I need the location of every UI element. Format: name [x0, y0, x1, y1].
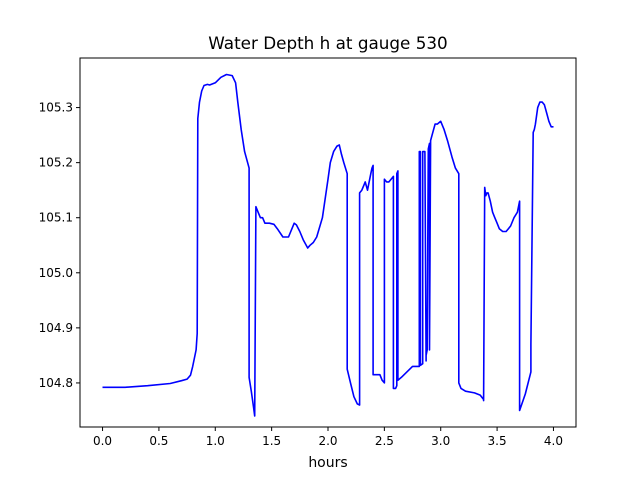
y-tick-label: 105.1: [39, 211, 73, 225]
y-tick-label: 105.3: [39, 101, 73, 115]
y-tick-label: 104.9: [39, 321, 73, 335]
y-tick-label: 105.2: [39, 156, 73, 170]
x-tick-label: 3.5: [488, 434, 507, 448]
y-axis: 104.8 104.9 105.0 105.1 105.2 105.3: [39, 101, 80, 390]
x-tick-label: 0.0: [93, 434, 112, 448]
series-layer: [102, 73, 554, 417]
x-axis: 0.0 0.5 1.0 1.5 2.0 2.5 3.0 3.5 4.0: [93, 427, 563, 448]
x-tick-label: 2.5: [375, 434, 394, 448]
x-tick-label: 0.5: [149, 434, 168, 448]
chart-title: Water Depth h at gauge 530: [208, 33, 447, 53]
x-axis-label: hours: [308, 455, 347, 471]
x-tick-label: 4.0: [544, 434, 563, 448]
x-tick-label: 2.0: [318, 434, 337, 448]
y-tick-label: 105.0: [39, 266, 73, 280]
x-tick-label: 1.5: [262, 434, 281, 448]
x-tick-label: 1.0: [206, 434, 225, 448]
x-tick-label: 3.0: [431, 434, 450, 448]
series-line: [102, 73, 554, 417]
y-tick-label: 104.8: [39, 376, 73, 390]
